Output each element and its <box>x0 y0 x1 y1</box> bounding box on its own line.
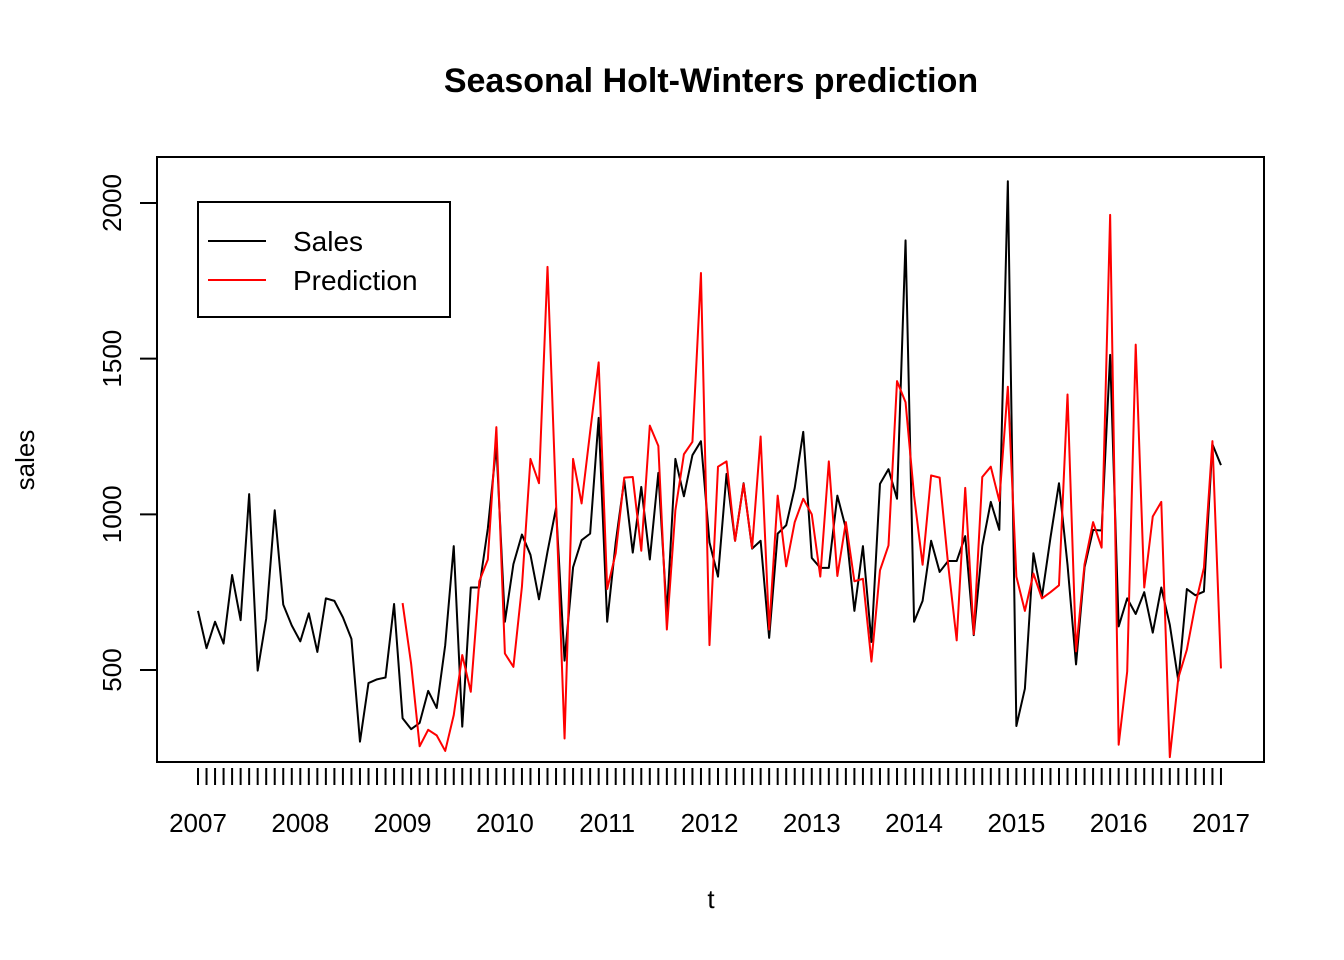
y-axis-label: sales <box>10 430 40 491</box>
x-axis: 2007 2008 2009 2010 2011 2012 2013 2014 2015 2016… <box>169 768 1250 838</box>
x-tick-label: 2016 <box>1090 808 1148 838</box>
legend: Sales Prediction <box>197 201 451 318</box>
legend-sales-label: Sales <box>293 226 363 257</box>
x-axis-label: t <box>707 884 715 914</box>
legend-prediction-label: Prediction <box>293 265 418 296</box>
x-tick-label: 2008 <box>271 808 329 838</box>
y-tick-label: 2000 <box>97 174 127 232</box>
x-tick-label: 2010 <box>476 808 534 838</box>
x-tick-label: 2011 <box>579 808 635 838</box>
x-tick-label: 2017 <box>1192 808 1250 838</box>
x-tick-label: 2012 <box>681 808 739 838</box>
chart-title: Seasonal Holt-Winters prediction <box>444 62 978 100</box>
y-tick-label: 1500 <box>97 330 127 388</box>
y-tick-label: 1000 <box>97 485 127 543</box>
legend-box <box>197 201 451 318</box>
plot-frame <box>156 156 1265 763</box>
x-tick-label: 2015 <box>987 808 1045 838</box>
x-tick-label: 2013 <box>783 808 841 838</box>
series-line-sales <box>197 180 1222 743</box>
plot-area <box>197 180 1222 759</box>
series-line-prediction <box>401 213 1222 759</box>
y-tick-label: 500 <box>97 648 127 691</box>
x-tick-label: 2009 <box>374 808 432 838</box>
x-tick-label: 2007 <box>169 808 227 838</box>
x-tick-label: 2014 <box>885 808 943 838</box>
y-axis: 500 1000 1500 2000 <box>97 174 157 692</box>
